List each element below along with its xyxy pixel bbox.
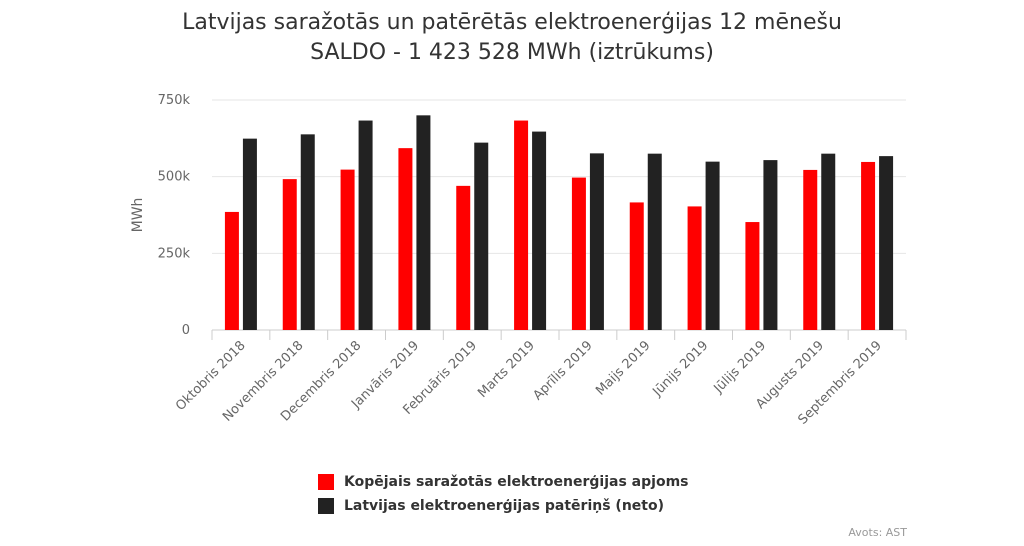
chart-title: Latvijas saražotās un patērētās elektroe… [0,8,1024,68]
y-axis-title: MWh [130,198,146,233]
bar-consumption[interactable] [474,142,489,330]
bar-production[interactable] [629,202,644,330]
x-tick-label: Jūlijs 2019 [711,338,770,397]
x-tick-label: Marts 2019 [475,338,538,401]
bar-consumption[interactable] [821,153,836,330]
bar-consumption[interactable] [647,153,662,330]
x-tick-label: Maijs 2019 [593,338,653,398]
y-tick-label: 500k [158,170,191,185]
bar-production[interactable] [224,211,239,330]
bar-production[interactable] [398,148,413,330]
legend-item-production[interactable]: Kopējais saražotās elektroenerģijas apjo… [318,470,689,494]
chart-title-line-1: Latvijas saražotās un patērētās elektroe… [182,10,842,35]
credits[interactable]: Avots: AST [848,526,907,539]
bar-consumption[interactable] [589,153,604,330]
bar-consumption[interactable] [879,156,894,330]
bar-consumption[interactable] [416,115,431,330]
y-tick-label: 250k [158,246,191,261]
grid-lines [212,99,906,331]
y-tick-label: 0 [182,323,190,338]
x-tick-label: Aprīlis 2019 [530,338,595,403]
bar-production[interactable] [861,161,876,330]
bar-consumption[interactable] [242,138,257,330]
x-axis [211,330,907,340]
legend: Kopējais saražotās elektroenerģijas apjo… [318,470,689,518]
legend-label-consumption: Latvijas elektroenerģijas patēriņš (neto… [344,498,664,514]
bar-production[interactable] [803,169,818,330]
y-axis-ticks: 0 250k 500k 750k [158,93,191,338]
x-tick-label: Jūnijs 2019 [650,338,712,400]
bars [224,115,894,331]
bar-production[interactable] [456,185,471,330]
bar-consumption[interactable] [358,120,373,331]
y-tick-label: 750k [158,93,191,108]
bar-consumption[interactable] [532,131,547,330]
bar-production[interactable] [687,206,702,330]
bar-consumption[interactable] [300,134,315,330]
bar-consumption[interactable] [763,160,778,330]
bar-production[interactable] [745,222,760,330]
bar-production[interactable] [340,169,355,330]
bar-consumption[interactable] [705,161,720,330]
legend-swatch-consumption [318,498,334,514]
bar-production[interactable] [514,120,529,331]
bar-production[interactable] [282,179,297,330]
legend-label-production: Kopējais saražotās elektroenerģijas apjo… [344,474,689,490]
legend-swatch-production [318,474,334,490]
legend-item-consumption[interactable]: Latvijas elektroenerģijas patēriņš (neto… [318,494,689,518]
bar-production[interactable] [571,177,586,330]
chart-title-line-2: SALDO - 1 423 528 MWh (iztrūkums) [310,40,714,65]
